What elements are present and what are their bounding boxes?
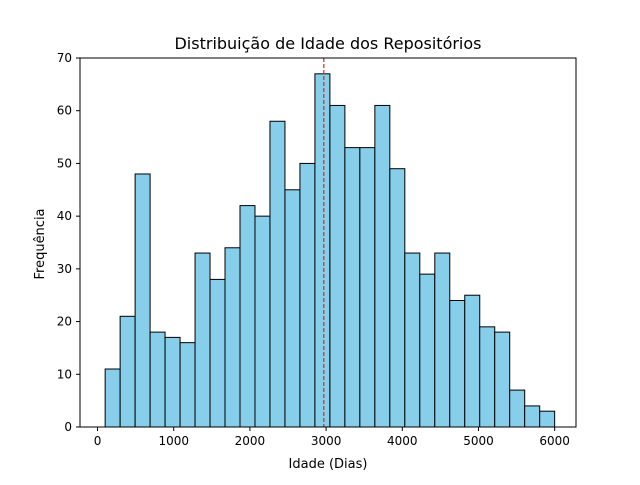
x-tick-label: 6000 [539,434,570,448]
histogram-bar [359,147,376,428]
histogram-bar [374,104,391,428]
histogram-bar [329,104,346,428]
histogram-bar [539,410,556,428]
histogram-bar [194,252,211,428]
x-tick-label: 5000 [463,434,494,448]
histogram-bar [524,405,541,428]
histogram-bar [224,247,241,428]
y-tick-label: 30 [57,262,72,276]
y-tick-label: 10 [57,367,72,381]
histogram-bar [164,336,181,428]
histogram-bar [404,252,421,428]
histogram-bar [284,189,301,428]
histogram-bar [299,162,316,428]
histogram-bar [269,120,286,428]
histogram-bar [239,205,256,428]
chart-title: Distribuição de Idade dos Repositórios [174,34,481,53]
histogram-bar [134,173,151,428]
x-tick-label: 3000 [311,434,342,448]
plot-frame [79,57,577,428]
bars-layer [104,73,556,428]
histogram-bar [179,342,196,428]
histogram-bar [494,331,511,428]
histogram-bar [149,331,166,428]
histogram-bar [209,278,226,428]
x-tick-label: 1000 [158,434,189,448]
histogram-bar [479,326,496,428]
y-tick-label: 0 [64,420,72,434]
histogram-bar [314,73,331,428]
y-tick-label: 40 [57,209,72,223]
histogram-bar [464,294,481,428]
histogram-bar [254,215,271,428]
y-tick-label: 50 [57,156,72,170]
y-tick-label: 60 [57,104,72,118]
x-axis-title: Idade (Dias) [289,457,368,472]
histogram-bar [344,147,361,428]
y-tick-label: 20 [57,315,72,329]
y-tick-label: 70 [57,51,72,65]
histogram-bar [509,389,526,428]
histogram-bar [119,315,136,428]
y-axis-ticks: 0 10 20 30 40 50 60 70 [57,51,80,434]
x-tick-label: 4000 [387,434,418,448]
histogram-bar [419,273,436,428]
x-axis-ticks: 0 1000 2000 3000 4000 5000 6000 [94,427,570,448]
x-tick-label: 2000 [235,434,266,448]
histogram-bar [449,299,466,428]
histogram-bar [434,252,451,428]
histogram-bar [104,368,121,428]
x-tick-label: 0 [94,434,102,448]
y-axis-title: Frequência [33,208,48,279]
histogram-bar [389,168,406,428]
